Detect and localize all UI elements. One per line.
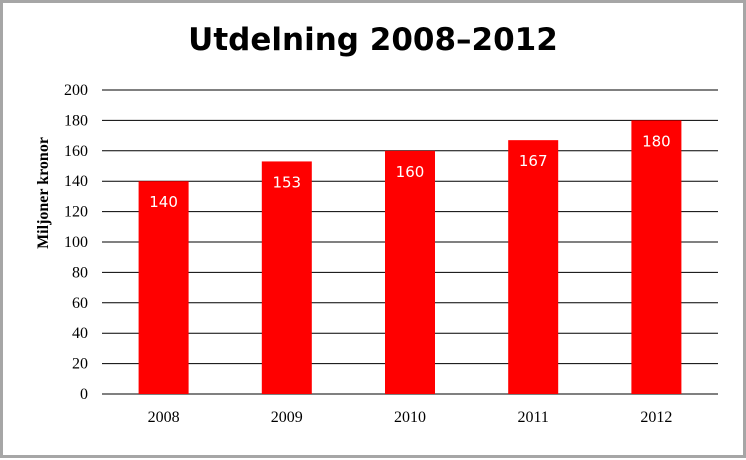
data-label: 180 (642, 132, 671, 150)
x-tick-label: 2012 (640, 409, 672, 426)
y-tick-label: 80 (72, 264, 88, 281)
y-tick-label: 20 (72, 356, 88, 373)
y-tick-label: 0 (80, 386, 88, 403)
data-label: 153 (272, 173, 301, 191)
chart-title: Utdelning 2008–2012 (188, 22, 558, 58)
bar (508, 140, 559, 394)
data-label: 160 (396, 163, 425, 181)
y-tick-label: 100 (64, 234, 88, 251)
bar (261, 161, 312, 394)
y-tick-label: 140 (64, 173, 88, 190)
y-tick-label: 120 (64, 204, 88, 221)
bars: 140 153 160 167 180 (138, 120, 682, 395)
y-tick-label: 200 (64, 82, 88, 99)
x-tick-label: 2011 (517, 409, 548, 426)
x-tick-label: 2010 (394, 409, 426, 426)
y-axis-title: Miljoner kronor (35, 137, 52, 249)
y-tick-label: 40 (72, 325, 88, 342)
x-tick-labels: 2008 2009 2010 2011 2012 (148, 409, 673, 426)
y-tick-labels: 0 20 40 60 80 100 120 140 160 180 200 (64, 82, 88, 403)
data-label: 140 (149, 193, 178, 211)
y-tick-label: 60 (72, 295, 88, 312)
bar (631, 120, 682, 395)
data-label: 167 (519, 152, 548, 170)
bar (385, 150, 435, 394)
bar (138, 181, 189, 394)
x-tick-label: 2009 (271, 409, 303, 426)
x-tick-label: 2008 (148, 409, 180, 426)
y-tick-label: 180 (64, 112, 88, 129)
y-tick-label: 160 (64, 143, 88, 160)
